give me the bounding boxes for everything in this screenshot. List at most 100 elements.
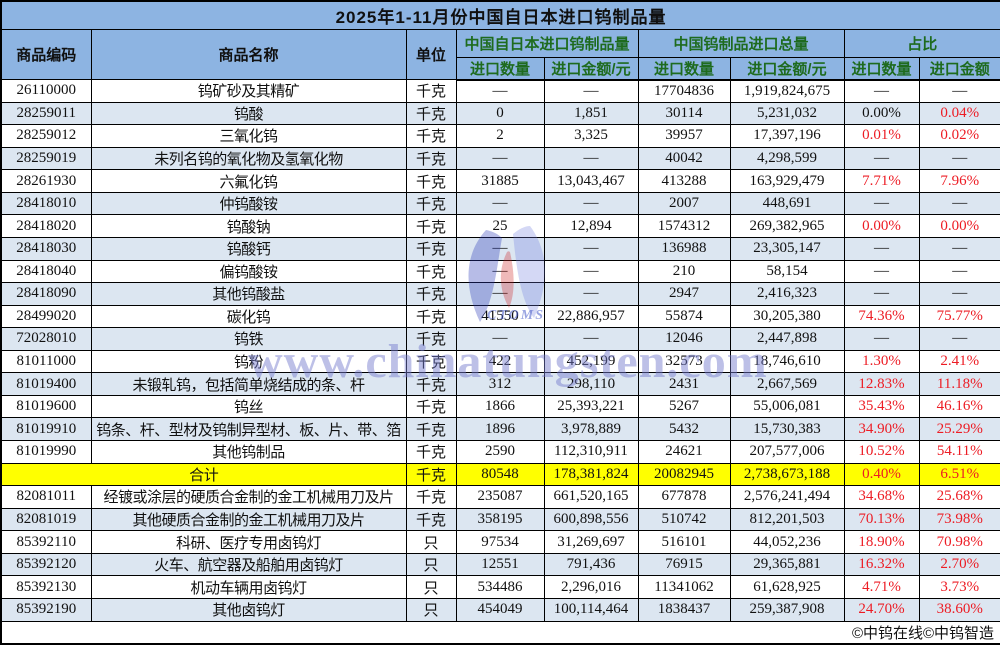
ratio-qty-cell: 24.70% <box>843 597 920 622</box>
product-name-cell: 经镀或涂层的硬质合金制的金工机械用刀及片 <box>90 485 407 509</box>
total-qty-cell: 210 <box>637 259 731 284</box>
japan-qty-cell: — <box>455 282 545 306</box>
total-qty-cell: 39957 <box>637 124 731 148</box>
product-name-cell: 火车、航空器及船舶用卤钨灯 <box>90 552 407 577</box>
japan-qty-cell: — <box>455 79 545 103</box>
japan-amount-cell: 112,310,911 <box>543 440 639 464</box>
table-row: 28259019 未列名钨的氧化物及氢氧化物 千克 — —40042 4,298,599—… <box>0 146 1000 171</box>
japan-qty-cell: 2 <box>455 124 545 148</box>
table-row: 85392190 其他卤钨灯只 454049 100,114,464 1838437 25… <box>0 597 1000 622</box>
unit-cell: 千克 <box>405 259 457 284</box>
japan-qty-cell: — <box>455 146 545 171</box>
japan-qty-cell: 1866 <box>455 394 545 419</box>
japan-amount-cell: 31,269,697 <box>543 530 639 554</box>
product-code-cell: 28418010 <box>0 191 92 216</box>
table-row: 81011000 钨粉 千克 422 452,199 32573 18,746,610 1.3… <box>0 349 1000 374</box>
product-code-cell: 81019400 <box>0 372 92 396</box>
japan-amount-cell: 100,114,464 <box>543 597 639 622</box>
total-amount-cell: 29,365,881 <box>729 552 845 577</box>
product-code-cell: 26110000 <box>0 79 92 103</box>
total-amount-cell: 207,577,006 <box>729 440 845 464</box>
unit-cell: 千克 <box>405 282 457 306</box>
ratio-amount-cell: 7.96% <box>918 169 1000 193</box>
product-name-cell: 仲钨酸铵 <box>90 191 407 216</box>
ratio-amount-cell: 0.00% <box>918 214 1000 238</box>
col-header-unit: 单位 <box>405 28 457 80</box>
ratio-amount-cell: 2.41% <box>918 349 1000 374</box>
total-qty-cell: 510742 <box>637 507 731 532</box>
product-name-cell: 其他硬质合金制的金工机械用刀及片 <box>90 507 407 532</box>
table-row: 28418090 其他钨酸盐 千克 — —2947 2,416,323— — <box>0 282 1000 306</box>
japan-qty-cell: 97534 <box>455 530 545 554</box>
ratio-qty-cell: 0.01% <box>843 124 920 148</box>
ratio-amount-cell: — <box>918 236 1000 261</box>
total-amount-cell: 15,730,383 <box>729 417 845 441</box>
unit-cell: 只 <box>405 597 457 622</box>
total-amount-cell: 18,746,610 <box>729 349 845 374</box>
product-name-cell: 钨粉 <box>90 349 407 374</box>
col-header-ratio-qty: 进口数量 <box>843 56 920 81</box>
total-amount-cell: 4,298,599 <box>729 146 845 171</box>
total-amount-cell: 23,305,147 <box>729 236 845 261</box>
ratio-amount-cell: — <box>918 282 1000 306</box>
total-qty-cell: 30114 <box>637 101 731 126</box>
product-name-cell: 钨丝 <box>90 394 407 419</box>
total-amount-cell: 448,691 <box>729 191 845 216</box>
japan-qty-cell: — <box>455 191 545 216</box>
product-name-cell: 三氧化钨 <box>90 124 407 148</box>
table-row: 28418010 仲钨酸铵 千克 — —2007 448,691— — <box>0 191 1000 216</box>
ratio-amount-cell: 73.98% <box>918 507 1000 532</box>
unit-cell: 千克 <box>405 169 457 193</box>
footer-row: ©中钨在线©中钨智造 <box>0 620 1000 645</box>
col-header-japan-qty: 进口数量 <box>455 56 545 81</box>
unit-cell: 千克 <box>405 79 457 103</box>
japan-qty-cell: 422 <box>455 349 545 374</box>
total-qty-cell: 2947 <box>637 282 731 306</box>
title-row: 2025年1-11月份中国自日本进口钨制品量 <box>0 0 1000 30</box>
ratio-amount-cell: — <box>918 79 1000 103</box>
total-qty-cell: 1574312 <box>637 214 731 238</box>
ratio-amount-cell: 6.51% <box>918 462 1000 487</box>
table-row: 28418020 钨酸钠 千克 25 12,894 1574312 269,382,965 0… <box>0 214 1000 238</box>
product-code-cell: 28418030 <box>0 236 92 261</box>
japan-amount-cell: 178,381,824 <box>543 462 639 487</box>
ratio-amount-cell: 0.02% <box>918 124 1000 148</box>
total-qty-cell: 17704836 <box>637 79 731 103</box>
unit-cell: 千克 <box>405 214 457 238</box>
japan-amount-cell: — <box>543 327 639 351</box>
total-qty-cell: 413288 <box>637 169 731 193</box>
ratio-qty-cell: 4.71% <box>843 575 920 599</box>
total-qty-cell: 20082945 <box>637 462 731 487</box>
product-code-cell: 28418090 <box>0 282 92 306</box>
ratio-qty-cell: 7.71% <box>843 169 920 193</box>
col-header-japan-amount: 进口金额/元 <box>543 56 639 81</box>
unit-cell: 千克 <box>405 372 457 396</box>
total-qty-cell: 40042 <box>637 146 731 171</box>
unit-cell: 千克 <box>405 440 457 464</box>
ratio-qty-cell: — <box>843 259 920 284</box>
japan-qty-cell: 80548 <box>455 462 545 487</box>
table-row: 28418030 钨酸钙 千克 — —136988 23,305,147— — <box>0 236 1000 261</box>
product-name-cell: 其他钨制品 <box>90 440 407 464</box>
total-amount-cell: 2,416,323 <box>729 282 845 306</box>
ratio-qty-cell: 0.40% <box>843 462 920 487</box>
unit-cell: 千克 <box>405 417 457 441</box>
unit-cell: 千克 <box>405 146 457 171</box>
product-code-cell: 28259011 <box>0 101 92 126</box>
product-code-cell: 28499020 <box>0 304 92 329</box>
total-qty-cell: 55874 <box>637 304 731 329</box>
product-code-cell: 28418020 <box>0 214 92 238</box>
unit-cell: 千克 <box>405 349 457 374</box>
ratio-qty-cell: 10.52% <box>843 440 920 464</box>
japan-qty-cell: — <box>455 236 545 261</box>
total-qty-cell: 11341062 <box>637 575 731 599</box>
japan-qty-cell: 312 <box>455 372 545 396</box>
ratio-qty-cell: 16.32% <box>843 552 920 577</box>
table-row: 28259011 钨酸 千克 0 1,851 30114 5,231,032 0.00% 0.0… <box>0 101 1000 126</box>
table-row: 26110000 钨矿砂及其精矿 千克 — —17704836 1,919,824,675… <box>0 79 1000 103</box>
total-amount-cell: 269,382,965 <box>729 214 845 238</box>
ratio-amount-cell: 46.16% <box>918 394 1000 419</box>
product-code-cell: 28259019 <box>0 146 92 171</box>
table-row: 28261930 六氟化钨 千克 31885 13,043,467 413288 163,9… <box>0 169 1000 193</box>
